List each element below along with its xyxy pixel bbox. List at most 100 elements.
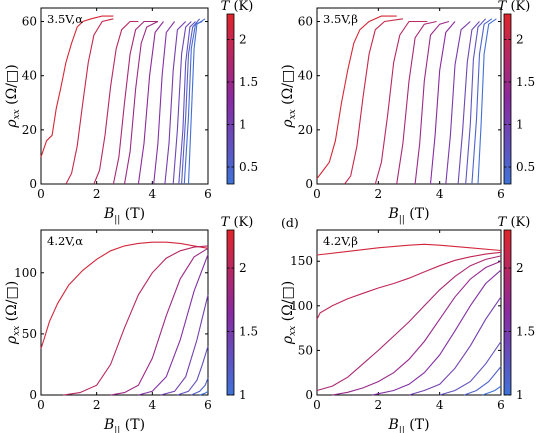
series-line-4 [138,254,209,396]
series-line-5 [160,294,209,396]
series-line-3 [316,255,502,392]
series-line-9 [465,18,487,185]
y-axis-label: ρxx (Ω/□) [280,64,298,128]
colorbar-tick-label: 0.5 [239,160,258,174]
colorbar-tick-label: 2 [516,33,524,47]
y-tick-label: 50 [22,327,37,341]
series-line-8 [164,21,187,185]
x-tick-label: 4 [149,187,157,201]
y-tick-label: 50 [298,343,313,357]
x-tick-label: 4 [436,398,444,412]
y-tick-label: 150 [290,254,313,268]
series-line-8 [457,21,480,185]
colorbar-tick-label: 2 [239,33,247,47]
y-tick-label: 0 [305,388,313,402]
series-line-6 [137,21,164,185]
x-tick-label: 6 [204,187,212,201]
x-tick-label: 2 [93,187,101,201]
x-axis-label: B|| (T) [387,206,429,225]
panel-annotation: 3.5V,α [47,12,83,26]
series-line-13 [187,18,206,185]
series-line-10 [178,21,196,185]
x-tick-label: 0 [313,398,321,412]
series-line-5 [372,269,502,396]
series-line-2 [316,251,502,320]
y-axis-label: ρxx (Ω/□) [4,64,22,128]
series-line-6 [408,296,502,396]
series-line-3 [374,20,428,185]
x-tick-label: 6 [204,398,212,412]
series-line-8 [464,366,502,396]
series-line-12 [183,20,203,185]
series-line-2 [63,245,209,396]
colorbar-tick-label: 1 [516,388,524,402]
axes-frame [316,7,502,185]
series-line-7 [439,341,502,396]
y-tick-label: 0 [29,177,37,191]
y-tick-label: 60 [298,15,313,29]
x-tick-label: 0 [313,187,321,201]
x-tick-label: 2 [93,398,101,412]
x-tick-label: 6 [497,187,505,201]
x-axis-label: B|| (T) [103,206,145,225]
series-line-8 [199,390,209,396]
series-line-3 [93,20,139,185]
colorbar-tick-label: 2 [516,261,524,275]
colorbar-tick-label: 1.5 [516,75,535,89]
series-line-3 [110,247,209,396]
axes-frame [316,229,502,396]
series-line-4 [112,20,158,185]
series-line-1 [40,15,114,158]
colorbar-tick-label: 1.5 [516,325,535,339]
series-line-9 [172,21,192,185]
series-line-5 [123,21,159,185]
x-tick-label: 2 [375,187,383,201]
series-line-1 [316,243,502,256]
series-line-6 [177,345,209,396]
series-line-4 [396,20,437,185]
colorbar [226,13,235,185]
colorbar-tick-label: 1 [239,118,247,132]
y-axis-label: ρxx (Ω/□) [280,281,298,345]
series-line-7 [445,21,471,185]
series-line-7 [191,377,209,396]
y-tick-label: 20 [298,123,313,137]
series-line-11 [477,18,497,185]
y-tick-label: 40 [22,69,37,83]
x-tick-label: 6 [497,398,505,412]
colorbar [226,229,235,396]
series-line-2 [65,18,114,185]
panel-3: 0 2 4 6 0 50 100 4.2V,α B|| (T) ρxx (Ω/□) T (K) 1 1.… [4,215,258,433]
y-axis-label: ρxx (Ω/□) [4,281,22,345]
x-axis-label: B|| (T) [103,417,145,433]
series-line-2 [344,18,403,185]
x-tick-label: 4 [436,187,444,201]
colorbar [503,13,512,185]
colorbar-tick-label: 1 [239,388,247,402]
series-line-9 [482,385,502,396]
series-line-1 [40,241,209,349]
y-tick-label: 60 [22,15,37,29]
x-tick-label: 0 [37,398,45,412]
colorbar-tick-label: 1.5 [239,325,258,339]
series-line-10 [471,18,493,185]
colorbar-title: T (K) [221,0,254,14]
colorbar-tick-label: 0.5 [516,160,535,174]
x-axis-label: B|| (T) [387,417,429,433]
axes-frame [40,229,209,396]
colorbar-tick-label: 1.5 [239,75,258,89]
x-tick-label: 4 [149,398,157,412]
colorbar [503,229,512,396]
y-tick-label: 40 [298,69,313,83]
series-line-6 [429,21,456,185]
panel-label: (d) [281,215,299,230]
y-tick-label: 0 [305,177,313,191]
colorbar-title: T (K) [221,215,254,230]
colorbar-tick-label: 2 [239,261,247,275]
x-tick-label: 2 [375,398,383,412]
y-tick-label: 0 [29,388,37,402]
panel-annotation: 4.2V,α [47,234,83,248]
